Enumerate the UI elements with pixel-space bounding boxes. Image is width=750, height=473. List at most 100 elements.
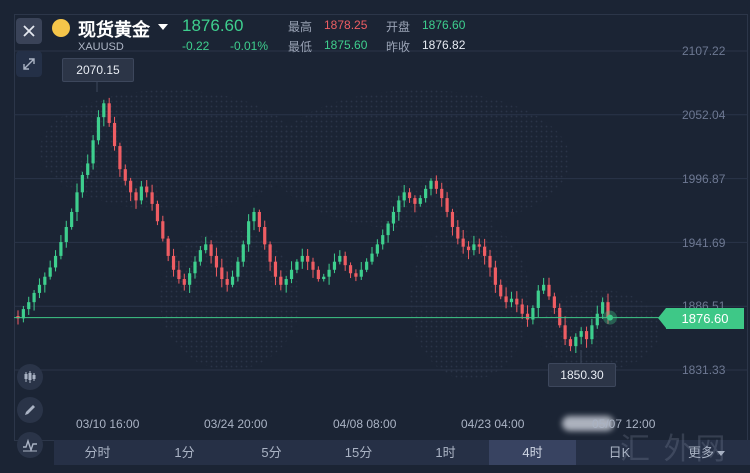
candle-body xyxy=(75,192,79,212)
map-texture xyxy=(410,220,530,380)
candle-body xyxy=(322,276,326,280)
candle-body xyxy=(429,180,433,189)
y-tick-label: 2107.22 xyxy=(682,44,726,58)
candle-body xyxy=(21,309,25,319)
y-tick-label: 1996.87 xyxy=(682,172,726,186)
candle-body xyxy=(338,255,342,262)
indicator-button[interactable] xyxy=(17,432,43,458)
candle-body xyxy=(64,227,68,243)
y-tick-label: 1941.69 xyxy=(682,236,726,250)
high-marker: 2070.15 xyxy=(62,58,134,82)
current-price: 1876.60 xyxy=(182,16,244,35)
candle-body xyxy=(252,211,256,222)
price-change-percent: -0.01% xyxy=(230,39,269,53)
tab-timeframe[interactable]: 5分 xyxy=(261,445,282,460)
candle-body xyxy=(70,211,74,228)
instrument-code: XAUUSD xyxy=(78,41,124,53)
candle-body xyxy=(279,276,283,285)
candle-body xyxy=(558,307,562,326)
tab-timeframe[interactable]: 日K xyxy=(608,445,631,460)
candle-body xyxy=(91,140,95,164)
x-tick-label: 04/23 04:00 xyxy=(461,417,525,431)
candle-body xyxy=(370,253,374,262)
candle-body xyxy=(461,238,465,247)
chevron-down-icon xyxy=(717,451,725,457)
chevron-down-icon[interactable] xyxy=(158,24,168,30)
current-price-tag: 1876.60 xyxy=(658,308,744,329)
candle-body xyxy=(332,261,337,270)
candle-body xyxy=(525,313,530,320)
candle-body xyxy=(418,198,422,204)
candle-body xyxy=(273,261,278,277)
high-value: 1878.25 xyxy=(324,18,368,32)
expand-button[interactable] xyxy=(16,51,42,77)
candle-body xyxy=(300,255,304,262)
high-label: 最高 xyxy=(288,20,313,34)
candle-body xyxy=(230,276,235,285)
x-tick-label: 04/08 08:00 xyxy=(333,417,397,431)
candle-body xyxy=(391,211,396,224)
instrument-name[interactable]: 现货黄金 xyxy=(78,20,150,40)
candle-body xyxy=(107,103,111,123)
candle-body xyxy=(96,117,101,141)
candle-body xyxy=(520,304,524,314)
candle-body xyxy=(434,180,438,189)
candle-body xyxy=(381,235,385,245)
candle-body xyxy=(397,200,401,212)
candle-body xyxy=(48,267,52,277)
candle-body xyxy=(257,211,261,228)
candle-body xyxy=(477,244,481,247)
candle-body xyxy=(606,302,610,318)
tab-timeframe[interactable]: 1分 xyxy=(174,445,195,460)
candle-body xyxy=(284,279,288,285)
candle-body xyxy=(316,269,320,280)
close-button[interactable] xyxy=(16,18,42,44)
candle-body xyxy=(563,325,567,340)
candle-body xyxy=(595,313,599,326)
candle-body xyxy=(568,339,573,347)
candle-body xyxy=(354,273,358,277)
candle-body xyxy=(27,302,31,310)
tab-timeframe[interactable]: 更多 xyxy=(663,440,750,465)
candle-body xyxy=(402,192,406,201)
prev-close-value: 1876.82 xyxy=(422,38,466,52)
candle-body xyxy=(348,265,353,274)
candle-body xyxy=(198,250,202,262)
pencil-icon xyxy=(25,405,35,415)
candle-body xyxy=(365,261,369,270)
blurred-label xyxy=(562,416,614,431)
candlestick-button[interactable] xyxy=(17,364,43,390)
candle-body xyxy=(289,269,294,280)
candle-body xyxy=(343,255,347,266)
candle-body xyxy=(177,269,181,280)
tab-timeframe[interactable]: 4时 xyxy=(489,440,576,465)
candle-body xyxy=(424,188,428,199)
tab-timeframe[interactable]: 1时 xyxy=(435,445,456,460)
draw-button[interactable] xyxy=(17,397,43,423)
candle-body xyxy=(182,279,186,285)
candle-body xyxy=(483,246,487,256)
map-texture xyxy=(270,90,570,230)
candle-body xyxy=(134,192,138,201)
candle-body xyxy=(375,244,379,254)
candle-body xyxy=(536,290,540,308)
candle-body xyxy=(225,279,229,285)
candle-body xyxy=(547,284,551,297)
watermark: 汇 外网 xyxy=(620,432,728,467)
candle-body xyxy=(552,296,556,308)
tab-timeframe[interactable]: 分时 xyxy=(84,445,111,460)
indicator-icon xyxy=(23,438,37,452)
candle-body xyxy=(499,284,503,297)
candle-body xyxy=(440,188,444,199)
candle-body xyxy=(236,261,240,277)
candle-body xyxy=(166,238,170,256)
candle-body xyxy=(59,242,63,256)
candle-body xyxy=(601,302,605,314)
candle-body xyxy=(86,163,90,175)
tab-timeframe[interactable]: 15分 xyxy=(344,445,373,460)
x-tick-label: 05/07 12:00 xyxy=(592,417,656,431)
candle-body xyxy=(504,296,508,303)
candle-body xyxy=(407,192,412,199)
candle-body xyxy=(413,198,417,204)
